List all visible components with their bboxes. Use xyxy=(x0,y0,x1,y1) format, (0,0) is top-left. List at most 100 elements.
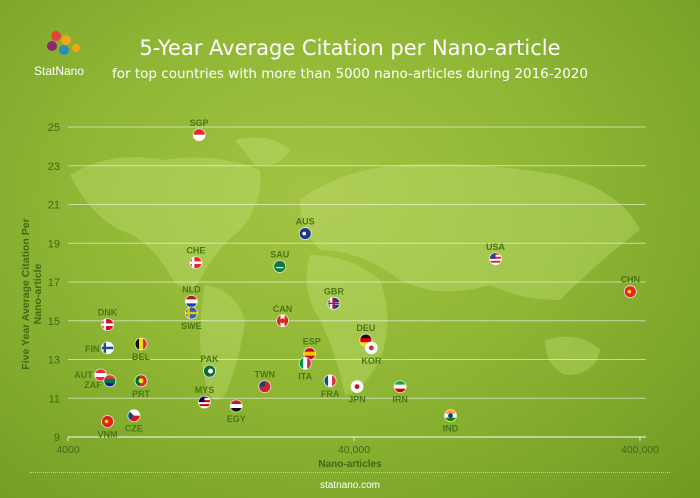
flag-part xyxy=(185,299,198,304)
flag-part xyxy=(103,378,116,384)
flag-part xyxy=(394,388,407,393)
flag-part xyxy=(185,295,198,300)
chart-title: 5-Year Average Citation per Nano-article xyxy=(139,36,561,60)
flag-part xyxy=(198,396,205,403)
flag-part xyxy=(135,374,140,387)
flag-marker-jpn xyxy=(351,380,364,393)
flag-part xyxy=(208,368,214,374)
flag-ring xyxy=(323,374,337,388)
point-label-fra: FRA xyxy=(321,389,340,399)
point-label-mys: MYS xyxy=(195,385,215,395)
flag-part xyxy=(303,351,316,357)
flag-marker-aut xyxy=(94,369,107,381)
flag-part xyxy=(303,357,308,370)
flag-ring xyxy=(184,306,198,320)
flag-marker-egy xyxy=(230,400,243,412)
flag-ring xyxy=(192,128,206,142)
point-label-twn: TWN xyxy=(255,370,276,380)
y-axis-title: Five Year Average Citation Per Nano-arti… xyxy=(20,218,44,370)
flag-part xyxy=(302,231,306,236)
flag-marker-fin xyxy=(101,341,114,354)
flag-marker-esp xyxy=(303,347,316,360)
flag-part xyxy=(359,338,372,343)
flag-marker-dnk xyxy=(101,318,114,331)
flag-ring xyxy=(134,337,148,351)
flag-ring xyxy=(276,314,289,328)
flag-marker-bel xyxy=(135,338,148,350)
flag-part xyxy=(359,334,372,339)
flag-part xyxy=(489,252,496,259)
flag-part xyxy=(273,260,286,273)
y-tick-label: 13 xyxy=(48,355,60,367)
point-label-vnm: VNM xyxy=(98,430,118,440)
x-tick-label: 4000 xyxy=(56,444,80,456)
flag-part xyxy=(368,345,374,351)
footer-divider xyxy=(30,472,670,473)
flag-part xyxy=(489,258,502,262)
brand-name: StatNano xyxy=(34,64,85,78)
flag-part xyxy=(185,303,198,308)
flag-marker-swe xyxy=(185,307,198,319)
flag-part xyxy=(394,384,407,390)
flag-ring xyxy=(203,364,216,378)
flag-part xyxy=(280,318,285,324)
flag-marker-sgp xyxy=(193,128,206,141)
x-axis-title: Nano-articles xyxy=(318,459,382,470)
flag-ring xyxy=(273,260,287,273)
flag-part xyxy=(230,404,243,409)
flag-part xyxy=(94,377,107,381)
x-tick-label: 400,000 xyxy=(621,444,659,456)
flag-ring xyxy=(364,341,378,355)
flag-part xyxy=(284,314,289,327)
flag-part xyxy=(444,417,457,422)
point-label-egy: EGY xyxy=(227,414,246,424)
flag-part xyxy=(303,355,316,360)
flag-marker-irn xyxy=(394,380,407,393)
point-label-chn: CHN xyxy=(621,275,641,285)
flag-marker-fra xyxy=(324,374,337,387)
y-tick-label: 19 xyxy=(48,238,60,250)
flag-part xyxy=(444,409,457,415)
flag-marker-pak xyxy=(203,365,216,378)
flag-part xyxy=(104,419,109,424)
flag-ring xyxy=(134,374,148,388)
flag-ring xyxy=(489,252,502,266)
x-tick-label: 40,000 xyxy=(338,444,370,456)
flag-ring xyxy=(623,285,637,299)
y-tick-label: 21 xyxy=(48,200,60,212)
point-label-aut: AUT xyxy=(74,370,93,380)
flag-marker-zaf xyxy=(103,374,116,387)
y-tick-label: 15 xyxy=(48,316,60,328)
point-label-deu: DEU xyxy=(356,323,375,333)
point-label-sau: SAU xyxy=(270,250,289,260)
flag-ring xyxy=(229,399,243,413)
flag-part xyxy=(198,406,211,409)
flag-ring xyxy=(198,395,211,409)
flag-part xyxy=(127,409,134,422)
flag-marker-prt xyxy=(135,374,148,387)
flag-part xyxy=(489,260,502,264)
flag-ring xyxy=(258,380,272,394)
y-tick-label: 23 xyxy=(48,161,60,173)
flag-part xyxy=(198,404,211,407)
point-label-can: CAN xyxy=(273,304,293,314)
flag-part xyxy=(303,347,316,353)
point-label-esp: ESP xyxy=(303,337,321,347)
flag-part xyxy=(139,338,144,350)
flag-part xyxy=(101,346,114,350)
flag-part xyxy=(193,134,206,141)
y-tick-label: 17 xyxy=(48,277,60,289)
point-label-bel: BEL xyxy=(132,352,151,362)
flag-part xyxy=(324,374,329,387)
y-tick-label: 9 xyxy=(54,432,60,444)
flag-ring xyxy=(94,368,107,382)
flag-part xyxy=(448,413,453,419)
flag-part xyxy=(127,409,140,416)
flag-ring xyxy=(444,409,457,423)
flag-part xyxy=(276,314,282,327)
flag-part xyxy=(627,289,632,294)
flag-part xyxy=(193,128,206,135)
flag-part xyxy=(328,374,333,387)
flag-ring xyxy=(298,356,312,370)
flag-part xyxy=(103,374,116,380)
